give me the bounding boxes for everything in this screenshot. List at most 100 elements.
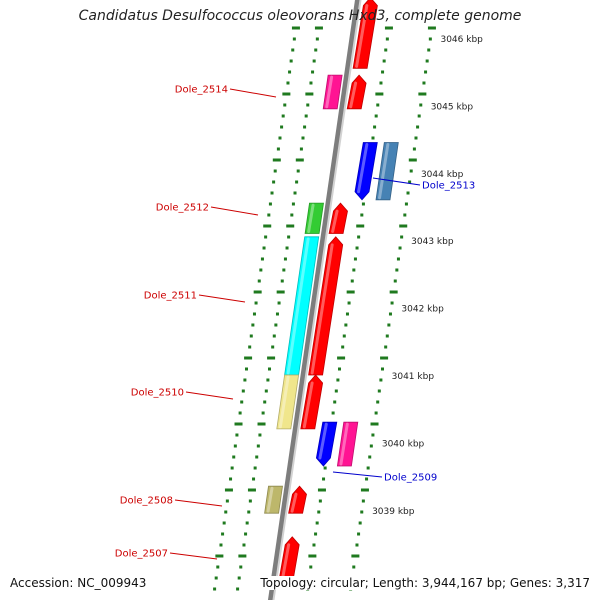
gene-label-dole-2509: Dole_2509 [384,473,437,484]
guide-tick-outer-right [428,37,432,41]
guide-tick-inner-right [361,202,365,206]
guide-tick-inner-right [379,81,383,85]
guide-tick-outer-right [390,301,394,305]
guide-tick-outer-left [233,444,237,448]
guide-tick-inner-right [360,213,364,217]
backbone-line-dark [267,0,361,600]
guide-tick-outer-right [389,290,398,294]
guide-tick-inner-right [384,48,388,52]
guide-tick-inner-left [295,180,299,184]
guide-tick-inner-left [244,532,248,536]
guide-tick-outer-right [419,103,423,107]
guide-tick-outer-left [252,312,256,316]
guide-tick-inner-left [291,202,295,206]
guide-tick-outer-left [221,532,225,536]
guide-tick-outer-left [241,389,245,393]
guide-tick-inner-left [275,312,279,316]
gene-label-dole-2513: Dole_2513 [422,181,475,192]
guide-tick-outer-right [399,224,408,228]
guide-tick-inner-left [306,103,310,107]
guide-tick-inner-left [293,191,297,195]
guide-tick-inner-left [280,279,284,283]
guide-tick-inner-left [245,521,249,525]
guide-tick-inner-left [283,257,287,261]
guide-tick-outer-left [214,576,218,580]
guide-tick-outer-left [224,510,228,514]
guide-tick-outer-left [268,202,272,206]
guide-tick-outer-left [259,268,263,272]
guide-tick-inner-left [301,136,305,140]
gene-label-line-dole-2512 [210,206,259,216]
guide-tick-inner-left [296,169,300,173]
guide-tick-outer-right [380,356,389,360]
gene-label-line-dole-2509 [332,471,383,478]
guide-tick-outer-left [263,224,272,228]
feature-highlight-9 [278,375,290,429]
guide-tick-outer-left [264,235,268,239]
gene-label-line-dole-2514 [229,88,277,98]
gene-label-line-dole-2511 [198,294,246,303]
guide-tick-inner-left [286,224,295,228]
guide-tick-outer-right [406,191,410,195]
guide-tick-outer-left [257,279,261,283]
guide-tick-outer-left [267,213,271,217]
guide-tick-outer-right [425,59,429,63]
guide-tick-outer-right [366,466,370,470]
feature-highlight-8 [310,243,334,375]
guide-tick-inner-left [309,81,313,85]
guide-tick-outer-right [357,532,361,536]
guide-tick-outer-left [229,477,233,481]
guide-tick-outer-right [404,202,408,206]
guide-tick-outer-left [240,400,244,404]
guide-tick-outer-right [369,444,373,448]
guide-tick-outer-left [273,169,277,173]
guide-tick-outer-left [230,466,234,470]
guide-tick-outer-right [416,125,420,129]
guide-tick-inner-right [318,499,322,503]
guide-tick-outer-left [225,499,229,503]
scale-label-3042: 3042 kbp [401,305,444,315]
feature-layer [264,0,399,588]
guide-tick-outer-right [412,147,416,151]
guide-tick-inner-left [248,499,252,503]
guide-tick-outer-right [384,345,388,349]
guide-tick-outer-left [213,587,217,591]
scale-label-3046: 3046 kbp [440,35,483,45]
guide-tick-inner-left [267,356,276,360]
guide-tick-inner-left [305,92,314,96]
gene-label-dole-2514: Dole_2514 [175,85,228,96]
guide-tick-outer-right [352,565,356,569]
guide-tick-inner-left [237,576,241,580]
feature-highlight-14 [290,492,298,513]
guide-tick-outer-right [427,26,436,30]
gene-label-line-dole-2508 [174,499,223,507]
guide-tick-inner-right [336,378,340,382]
guide-tick-outer-left [244,367,248,371]
map-title: Candidatus Desulfococcus oleovorans Hxd3… [78,8,522,24]
guide-tick-inner-left [253,466,257,470]
guide-tick-inner-left [315,37,319,41]
gene-label-dole-2507: Dole_2507 [115,549,168,560]
guide-tick-inner-left [274,323,278,327]
guide-tick-inner-left [285,246,289,250]
guide-tick-inner-left [238,554,247,558]
guide-tick-outer-right [387,323,391,327]
guide-tick-inner-right [314,532,318,536]
guide-tick-inner-right [355,246,359,250]
guide-tick-inner-left [257,422,266,426]
guide-tick-outer-right [361,499,365,503]
guide-tick-outer-right [408,180,412,184]
guide-tick-inner-right [382,59,386,63]
backbone-line-light [272,0,362,600]
guide-tick-outer-right [355,543,359,547]
guide-tick-outer-right [418,92,427,96]
feature-highlight-5 [307,203,315,233]
scale-label-3041: 3041 kbp [392,372,435,382]
guide-tick-outer-left [272,180,276,184]
guide-tick-inner-left [276,290,285,294]
gene-label-line-dole-2513 [372,177,421,186]
guide-tick-inner-left [267,367,271,371]
guide-tick-inner-right [371,136,375,140]
topology-summary: Topology: circular; Length: 3,944,167 bp… [258,576,592,590]
